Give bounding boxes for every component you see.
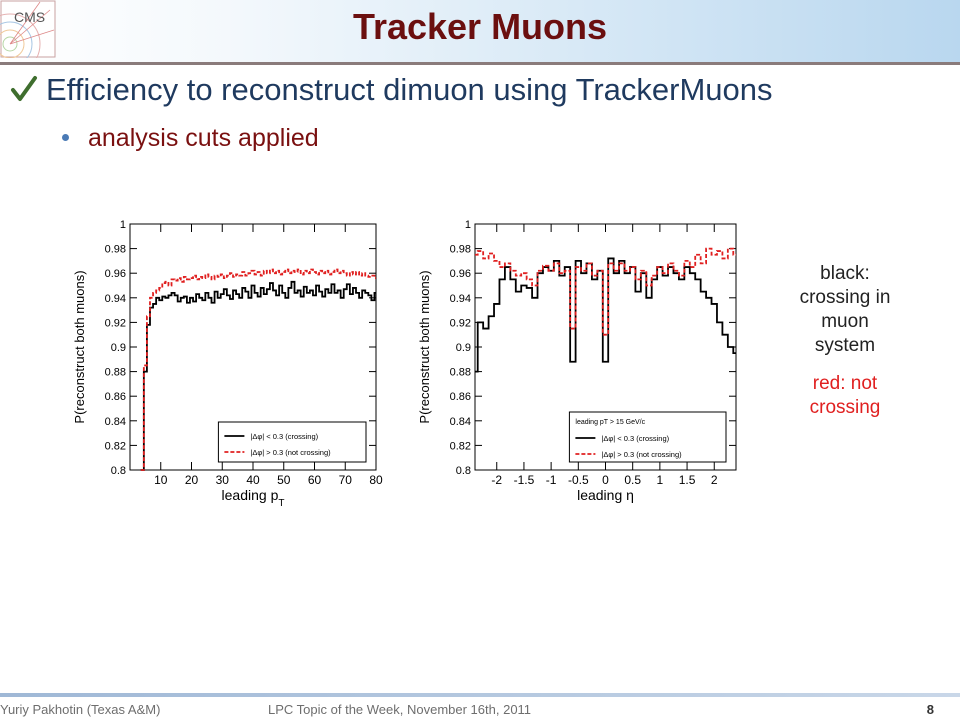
y-tick-label: 0.98 <box>450 244 471 256</box>
y-tick-label: 0.88 <box>105 367 126 379</box>
x-tick-label: 70 <box>339 473 353 487</box>
y-tick-label: 0.9 <box>111 342 126 354</box>
y-tick-label: 0.94 <box>105 293 126 305</box>
y-tick-label: 0.84 <box>105 416 126 428</box>
legend-entry: |Δφ| < 0.3 (crossing) <box>250 432 318 441</box>
x-tick-label: 1.5 <box>679 473 696 487</box>
legend-entry: |Δφ| > 0.3 (not crossing) <box>601 450 682 459</box>
color-legend-note: black: crossing in muon system red: not … <box>770 262 920 420</box>
x-tick-label: 40 <box>246 473 260 487</box>
y-tick-label: 0.92 <box>105 317 126 329</box>
note-red-line: red: not <box>812 373 878 394</box>
x-tick-label: 80 <box>369 473 383 487</box>
x-tick-label: -1 <box>546 473 557 487</box>
y-tick-label: 0.96 <box>105 268 126 280</box>
x-tick-label: 50 <box>277 473 291 487</box>
y-tick-label: 0.82 <box>105 440 126 452</box>
legend-header: leading pT > 15 GeV/c <box>575 419 645 426</box>
x-tick-label: 20 <box>185 473 199 487</box>
series-line-crossing <box>475 257 736 373</box>
x-axis-label: leading η <box>577 487 634 503</box>
y-axis-label: P(reconstruct both muons) <box>72 270 87 423</box>
y-axis-label: P(reconstruct both muons) <box>417 270 432 423</box>
note-red: red: not crossing <box>770 372 920 420</box>
y-tick-label: 0.92 <box>450 317 471 329</box>
y-tick-label: 0.8 <box>456 465 471 477</box>
note-black-line: system <box>814 335 876 356</box>
x-tick-label: 30 <box>216 473 230 487</box>
y-tick-label: 0.98 <box>105 244 126 256</box>
y-tick-label: 0.86 <box>450 391 471 403</box>
x-tick-label: 0.5 <box>624 473 641 487</box>
cms-logo-text: CMS <box>14 9 45 25</box>
page-number: 8 <box>926 702 934 717</box>
bullet-sub: analysis cuts applied <box>88 124 319 152</box>
y-tick-label: 0.8 <box>111 465 126 477</box>
checkmark-icon <box>11 76 37 101</box>
x-tick-label: -1.5 <box>514 473 535 487</box>
x-tick-label: 10 <box>154 473 168 487</box>
header-divider <box>0 62 960 65</box>
chart-eta: 0.8 0.82 0.84 0.86 0.88 0.9 0.92 0.94 0.96 0.98 1 -… <box>417 219 737 503</box>
x-tick-label: -2 <box>491 473 502 487</box>
note-black-line: black: <box>820 263 870 284</box>
x-tick-label: 0 <box>602 473 609 487</box>
bullet-dot-icon <box>62 134 69 141</box>
x-axis-label-subscript: T <box>278 498 284 509</box>
y-tick-label: 0.86 <box>105 391 126 403</box>
note-black-line: muon <box>821 311 869 332</box>
series-line-not-crossing <box>140 268 376 471</box>
series-line-crossing <box>140 280 376 471</box>
legend-box <box>568 411 727 463</box>
slide-title: Tracker Muons <box>352 6 608 47</box>
y-tick-label: 0.94 <box>450 293 471 305</box>
y-tick-label: 1 <box>120 219 126 231</box>
cms-logo: CMS <box>0 0 56 58</box>
note-red-line: crossing <box>809 397 881 418</box>
x-tick-label: -0.5 <box>568 473 589 487</box>
footer-author: Yuriy Pakhotin (Texas A&M) <box>0 702 161 717</box>
y-tick-label: 0.9 <box>456 342 471 354</box>
note-black-line: crossing in <box>799 287 891 308</box>
footer-divider <box>0 693 960 697</box>
x-tick-label: 60 <box>308 473 322 487</box>
x-tick-label: 2 <box>711 473 718 487</box>
y-tick-label: 0.96 <box>450 268 471 280</box>
y-tick-label: 1 <box>465 219 471 231</box>
header-bar <box>0 0 960 62</box>
y-tick-label: 0.88 <box>450 367 471 379</box>
y-tick-label: 0.82 <box>450 440 471 452</box>
x-axis-label: leading pT <box>222 487 285 509</box>
legend-box <box>217 421 367 463</box>
chart-pt: 0.8 0.82 0.84 0.86 0.88 0.9 0.92 0.94 0.96 0.98 1 1… <box>72 219 383 509</box>
note-black: black: crossing in muon system <box>770 262 920 358</box>
bullet-main: Efficiency to reconstruct dimuon using T… <box>46 72 773 107</box>
y-tick-label: 0.84 <box>450 416 471 428</box>
legend-entry: |Δφ| < 0.3 (crossing) <box>601 434 669 443</box>
legend-entry: |Δφ| > 0.3 (not crossing) <box>250 448 331 457</box>
x-tick-label: 1 <box>657 473 664 487</box>
footer-event: LPC Topic of the Week, November 16th, 20… <box>268 702 532 717</box>
series-line-not-crossing <box>475 247 736 336</box>
